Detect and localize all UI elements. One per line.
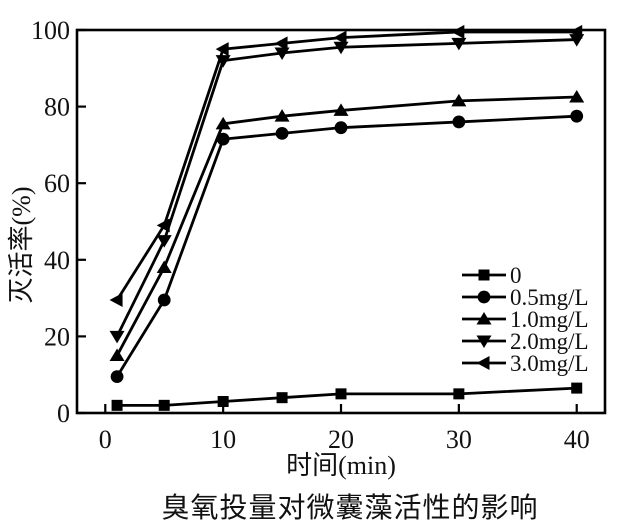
marker-square (478, 269, 490, 281)
marker-square (111, 399, 123, 411)
legend-label: 3.0mg/L (510, 351, 589, 376)
marker-circle (216, 132, 230, 146)
legend-item: 3.0mg/L (462, 351, 589, 376)
tick-labels: 0 10 20 30 40 0 20 40 60 80 100 (31, 16, 590, 454)
marker-triangle-up (569, 90, 585, 103)
marker-circle (477, 290, 491, 304)
marker-square (571, 382, 583, 394)
series-line (115, 30, 577, 301)
y-tick-label: 0 (57, 399, 70, 428)
y-tick-label: 60 (44, 169, 70, 198)
marker-triangle-down (333, 41, 349, 55)
marker-triangle-up (476, 312, 492, 325)
marker-circle (452, 115, 466, 129)
marker-square (453, 388, 465, 400)
marker-triangle-down (451, 37, 467, 51)
series-1.0mg/L (109, 90, 585, 362)
y-tick-label: 80 (44, 93, 70, 122)
series-2.0mg/L (109, 34, 585, 344)
marker-circle (334, 121, 348, 135)
x-tick-label: 30 (446, 425, 472, 454)
marker-triangle-down (274, 47, 290, 60)
legend-item: 1.0mg/L (462, 307, 589, 332)
series-line (115, 114, 577, 378)
y-tick-label: 40 (44, 246, 70, 275)
marker-triangle-left (156, 218, 170, 233)
figure-caption: 臭氧投量对微囊藻活性的影响 (161, 493, 539, 524)
marker-triangle-left (451, 24, 465, 39)
series-3.0mg/L (109, 24, 583, 308)
marker-triangle-down (476, 335, 492, 348)
marker-square (217, 396, 229, 408)
series-line (117, 386, 577, 407)
y-tick-label: 100 (31, 16, 70, 45)
x-tick-label: 40 (564, 425, 590, 454)
legend-label: 1.0mg/L (510, 307, 589, 332)
marker-triangle-up (109, 348, 125, 362)
marker-square (276, 392, 288, 404)
marker-triangle-left (569, 24, 583, 39)
legend-item: 2.0mg/L (462, 329, 589, 354)
marker-square (158, 399, 170, 411)
marker-circle (157, 293, 171, 307)
series-line (115, 38, 577, 338)
marker-triangle-left (215, 42, 229, 57)
x-axis-title: 时间(min) (286, 451, 396, 480)
plot-area (75, 24, 607, 415)
legend-label: 0 (510, 263, 522, 288)
legend-label: 2.0mg/L (510, 329, 589, 354)
marker-triangle-left (274, 36, 288, 51)
marker-circle (275, 127, 289, 140)
x-tick-label: 10 (210, 425, 236, 454)
legend: 00.5mg/L1.0mg/L2.0mg/L3.0mg/L (462, 263, 589, 376)
marker-triangle-left (109, 293, 123, 308)
series-line (115, 95, 577, 357)
marker-triangle-up (156, 260, 172, 273)
marker-triangle-up (215, 116, 231, 130)
marker-triangle-up (451, 93, 467, 107)
legend-item: 0 (462, 263, 522, 288)
marker-triangle-down (156, 235, 172, 248)
marker-triangle-left (333, 30, 347, 45)
marker-circle (570, 109, 584, 123)
marker-triangle-up (274, 109, 290, 122)
marker-square (335, 388, 347, 400)
series-0.5mg/L (110, 109, 584, 384)
legend-item: 0.5mg/L (462, 285, 589, 310)
legend-label: 0.5mg/L (510, 285, 589, 310)
marker-triangle-left (476, 356, 490, 370)
series-0 (111, 382, 583, 411)
marker-triangle-up (333, 103, 349, 116)
marker-triangle-down (109, 330, 125, 344)
y-axis-title: 灭活率(%) (7, 187, 36, 304)
marker-circle (110, 370, 124, 384)
x-tick-label: 0 (99, 425, 112, 454)
x-tick-label: 20 (328, 425, 354, 454)
y-tick-label: 20 (44, 322, 70, 351)
